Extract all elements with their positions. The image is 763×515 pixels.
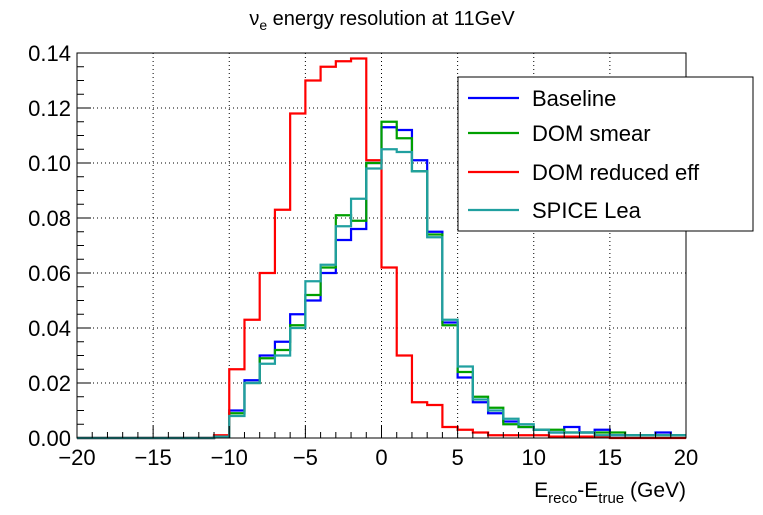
chart-title: νe energy resolution at 11GeV bbox=[249, 8, 515, 33]
axis-ticks bbox=[76, 52, 687, 439]
legend-label: SPICE Lea bbox=[532, 198, 642, 223]
y-tick-labels: 0.00 0.02 0.04 0.06 0.08 0.10 0.12 0.14 bbox=[28, 41, 71, 451]
x-tick-label: 10 bbox=[522, 445, 546, 470]
x-tick-label: 15 bbox=[598, 445, 622, 470]
xlabel-units: (GeV) bbox=[624, 479, 686, 502]
title-nu: ν bbox=[249, 8, 259, 30]
legend-label: DOM smear bbox=[532, 121, 651, 146]
xlabel-sub-reco: reco bbox=[548, 490, 577, 507]
y-tick-label: 0.04 bbox=[28, 316, 71, 341]
title-rest: energy resolution at 11GeV bbox=[267, 8, 515, 30]
legend: Baseline DOM smear DOM reduced eff SPICE Le… bbox=[457, 76, 754, 232]
x-tick-label: 5 bbox=[452, 445, 464, 470]
x-tick-label: −15 bbox=[134, 445, 171, 470]
xlabel-minus-e2: -E bbox=[577, 479, 598, 502]
xlabel-e1: E bbox=[534, 479, 548, 502]
legend-label: DOM reduced eff bbox=[532, 160, 700, 185]
x-axis-label: Ereco-Etrue (GeV) bbox=[534, 479, 686, 507]
legend-box bbox=[457, 76, 754, 232]
y-tick-label: 0.00 bbox=[28, 426, 71, 451]
x-tick-labels: −20 −15 −10 −5 0 5 10 15 20 bbox=[58, 445, 698, 470]
y-tick-label: 0.06 bbox=[28, 261, 71, 286]
title-nu-subscript: e bbox=[259, 17, 267, 33]
y-tick-label: 0.10 bbox=[28, 151, 71, 176]
x-tick-label: −10 bbox=[211, 445, 248, 470]
xlabel-sub-true: true bbox=[598, 490, 624, 507]
y-tick-label: 0.08 bbox=[28, 206, 71, 231]
legend-label: Baseline bbox=[532, 86, 616, 111]
y-tick-label: 0.14 bbox=[28, 41, 71, 66]
x-tick-label: 20 bbox=[674, 445, 698, 470]
y-tick-label: 0.12 bbox=[28, 96, 71, 121]
x-tick-label: −20 bbox=[58, 445, 95, 470]
y-tick-label: 0.02 bbox=[28, 371, 71, 396]
legend-entries: Baseline DOM smear DOM reduced eff SPICE Le… bbox=[468, 86, 700, 223]
series-line-spice-lea bbox=[77, 148, 686, 440]
x-tick-label: 0 bbox=[375, 445, 387, 470]
x-tick-label: −5 bbox=[293, 445, 318, 470]
